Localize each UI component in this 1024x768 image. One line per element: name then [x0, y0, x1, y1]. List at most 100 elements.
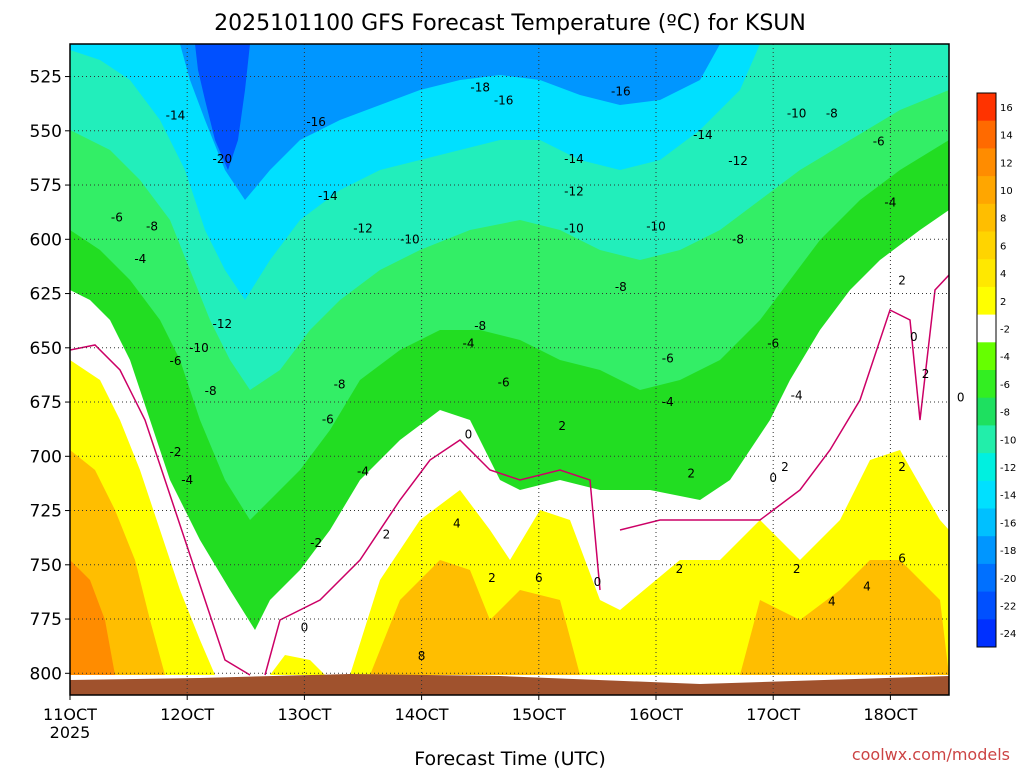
contour-label: -2	[169, 445, 181, 459]
contour-label: -16	[306, 115, 326, 129]
contour-label: -6	[662, 352, 674, 366]
contour-label: -2	[310, 536, 322, 550]
colorbar-swatch	[977, 453, 996, 482]
contour-label: 6	[898, 551, 906, 565]
colorbar-swatch	[977, 148, 996, 177]
contour-label: -14	[318, 189, 338, 203]
contour-label: -18	[470, 80, 490, 94]
contour-label: 0	[465, 428, 473, 442]
x-tick-label: 15OCT	[512, 705, 566, 724]
contour-label: -10	[400, 232, 420, 246]
contour-label: -14	[564, 152, 584, 166]
warm-region-yellow-small	[270, 655, 325, 675]
colorbar-label: -2	[1000, 324, 1010, 335]
contour-label: 8	[418, 649, 426, 663]
colorbar-label: 8	[1000, 214, 1006, 225]
y-tick-label: 750	[30, 556, 62, 576]
colorbar-swatch	[977, 314, 996, 343]
contour-label: -10	[787, 106, 807, 120]
contour-label: -12	[728, 154, 748, 168]
contour-label: -4	[791, 389, 803, 403]
x-tick-label: 14OCT	[395, 705, 449, 724]
colorbar-swatch	[977, 93, 996, 122]
colorbar-swatch	[977, 203, 996, 232]
freezing-line	[70, 274, 949, 676]
y-tick-label: 525	[30, 68, 62, 88]
contour-label: -14	[166, 109, 186, 123]
colorbar-swatch	[977, 480, 996, 509]
y-tick-label: 800	[30, 664, 62, 684]
y-tick-label: 575	[30, 176, 62, 196]
contour-label: -10	[646, 219, 666, 233]
colorbar-swatch	[977, 591, 996, 620]
contour-label: -8	[205, 384, 217, 398]
colorbar-label: -22	[1000, 601, 1016, 612]
colorbar-label: -14	[1000, 491, 1016, 502]
contour-label: 0	[301, 621, 309, 635]
contour-label: 2	[676, 562, 684, 576]
y-tick-label: 600	[30, 230, 62, 250]
contour-label-layer: -18-16-16-16-14-20 -14-14-12-10 -8-6-14 -12…	[111, 80, 965, 663]
cold-region-darkblue	[195, 44, 250, 170]
contour-label: -6	[767, 336, 779, 350]
contour-label: 2	[898, 274, 906, 288]
contour-label: -12	[213, 317, 233, 331]
y-tick-label: 700	[30, 447, 62, 467]
contour-label: -6	[873, 135, 885, 149]
colorbar-swatch	[977, 397, 996, 426]
colorbar: 16 14 12 10 8 6 4 2 -2 -4 -6 -8 -10 -12 -14 -16 -18 -20 -2…	[976, 92, 1016, 648]
contour-label: -6	[111, 211, 123, 225]
contour-label: -6	[169, 354, 181, 368]
x-tick-label: 17OCT	[746, 705, 800, 724]
colorbar-swatch	[977, 370, 996, 399]
contour-label: 2	[687, 467, 695, 481]
contour-label: -12	[564, 185, 584, 199]
contour-label: -4	[134, 252, 146, 266]
contour-label: 2	[383, 527, 391, 541]
colorbar-swatch	[977, 286, 996, 316]
colorbar-swatch	[977, 120, 996, 149]
contour-label: -8	[146, 219, 158, 233]
y-tick-label: 775	[30, 610, 62, 630]
contour-label: 4	[453, 517, 461, 531]
warm-region-deeporange-left	[70, 560, 115, 675]
colorbar-label: 10	[1000, 186, 1013, 197]
y-tick-label: 550	[30, 122, 62, 142]
y-tick-label: 725	[30, 502, 62, 522]
contour-label: -8	[826, 106, 838, 120]
colorbar-label: -18	[1000, 546, 1016, 557]
contour-label: 2	[922, 367, 930, 381]
colorbar-frame	[976, 92, 997, 648]
colorbar-label: -4	[1000, 352, 1010, 363]
colorbar-swatch	[977, 259, 996, 288]
chart-title: 2025101100 GFS Forecast Temperature (ºC)…	[214, 11, 806, 36]
temperature-field	[70, 44, 949, 695]
warm-region-orange-mid	[370, 560, 580, 675]
contour-label: -14	[693, 128, 713, 142]
y-axis: 525 550 575 600 625 650 675 700 725 750 775 800	[30, 68, 70, 684]
contour-label: -12	[353, 221, 373, 235]
contour-label: -4	[884, 195, 896, 209]
contour-label: 2	[488, 571, 496, 585]
contour-label: 2	[793, 562, 801, 576]
contour-label: 6	[535, 571, 543, 585]
colorbar-swatch	[977, 342, 996, 371]
contour-label: 2	[558, 419, 566, 433]
contour-label: -4	[181, 473, 193, 487]
colorbar-swatch	[977, 425, 996, 454]
colorbar-label: -6	[1000, 380, 1010, 391]
colorbar-label: 14	[1000, 131, 1013, 142]
colorbar-label: -8	[1000, 408, 1010, 419]
y-tick-label: 625	[30, 285, 62, 305]
colorbar-label: 6	[1000, 241, 1006, 252]
contour-label: 0	[910, 330, 918, 344]
contour-label: -8	[615, 280, 627, 294]
colorbar-label: 4	[1000, 269, 1006, 280]
contour-label: 4	[863, 580, 871, 594]
contour-label: 0	[957, 391, 965, 405]
x-tick-sublabel: 2025	[50, 723, 91, 742]
contour-label: -8	[474, 319, 486, 333]
contour-label: -16	[494, 93, 514, 107]
